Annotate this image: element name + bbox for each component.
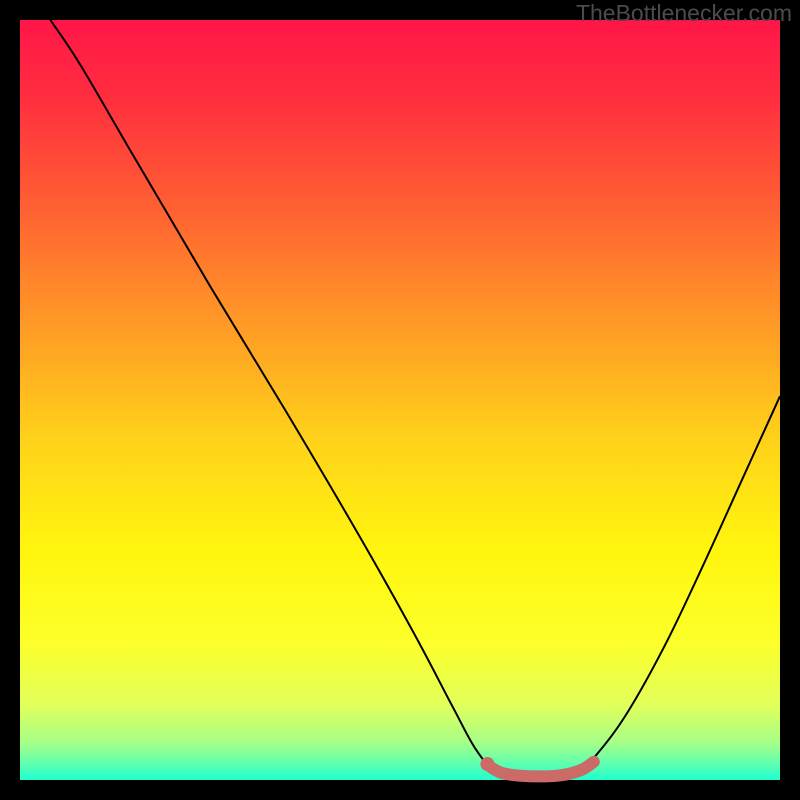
- optimal-range-start-dot: [480, 757, 494, 771]
- plot-area: [20, 20, 780, 780]
- watermark-text: TheBottlenecker.com: [576, 0, 792, 27]
- optimal-range-highlight: [487, 762, 593, 777]
- curve-layer: [20, 20, 780, 780]
- bottleneck-curve: [50, 20, 780, 778]
- chart-container: TheBottlenecker.com: [0, 0, 800, 800]
